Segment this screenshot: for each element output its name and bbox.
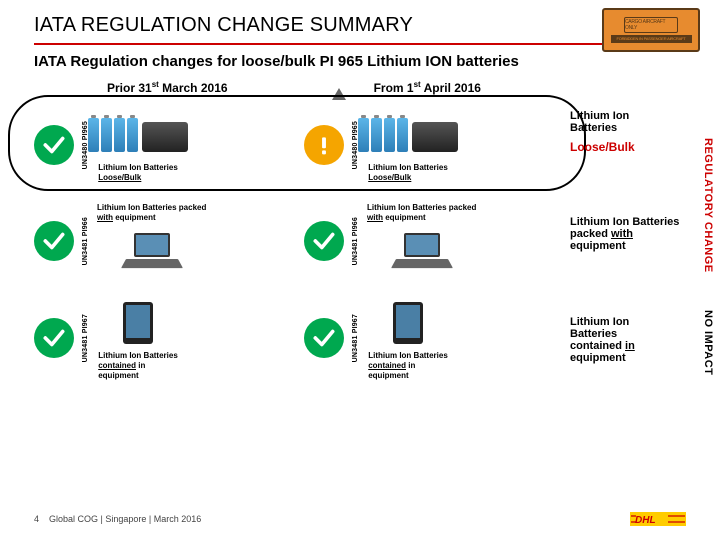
un-code: UN3481 PI966 — [82, 217, 89, 265]
cell-1-from: UN3481 PI966 Lithium Ion Batteries packed… — [304, 199, 554, 283]
cell-2-from: UN3481 PI967 Lithium Ion Batteriescontain… — [304, 295, 554, 381]
caption: Lithium Ion BatteriesLoose/Bulk — [98, 163, 178, 183]
un-code: UN3481 PI967 — [82, 314, 89, 362]
footer: 4 Global COG | Singapore | March 2016 DH… — [34, 512, 686, 526]
r2-b: packed with — [570, 228, 700, 240]
caption: Lithium Ion Batteries packedwith equipme… — [97, 203, 206, 223]
comparison-chart: Prior 31st March 2016 From 1st April 201… — [34, 80, 554, 381]
page-number: 4 — [34, 514, 39, 524]
cell-2-prior: UN3481 PI967 Lithium Ion Batteriescontain… — [34, 295, 284, 381]
dhl-logo: DHL — [630, 512, 686, 526]
col-prior: Prior 31st March 2016 — [107, 80, 228, 95]
title-rule — [34, 43, 686, 45]
caption: Lithium Ion Batteriescontained inequipme… — [98, 351, 178, 381]
caption: Lithium Ion Batteriescontained inequipme… — [368, 351, 448, 381]
subtitle: IATA Regulation changes for loose/bulk P… — [34, 53, 686, 70]
r3-d: equipment — [570, 352, 700, 364]
r1-c: Loose/Bulk — [570, 140, 700, 154]
r3-b: Batteries — [570, 328, 700, 340]
stamp-bottom: FORBIDDEN IN PASSENGER AIRCRAFT — [611, 35, 692, 43]
r3-c: contained in — [570, 340, 700, 352]
svg-text:DHL: DHL — [635, 515, 656, 526]
page-title: IATA REGULATION CHANGE SUMMARY — [34, 14, 686, 37]
stamp-top: CARGO AIRCRAFT ONLY — [624, 17, 678, 33]
side-regulatory-change: REGULATORY CHANGE — [702, 138, 714, 273]
r1-b: Batteries — [570, 122, 700, 134]
un-code: UN3481 PI966 — [352, 217, 359, 265]
caption: Lithium Ion Batteries packedwith equipme… — [367, 203, 476, 223]
r2-a: Lithium Ion Batteries — [570, 216, 700, 228]
cell-0-prior: UN3480 PI965Lithium Ion BatteriesLoose/B… — [34, 103, 284, 187]
r2-c: equipment — [570, 240, 700, 252]
side-no-impact: NO IMPACT — [702, 310, 714, 375]
col-from: From 1st April 2016 — [374, 80, 481, 95]
cell-0-from: UN3480 PI965Lithium Ion BatteriesLoose/B… — [304, 103, 554, 187]
r1-a: Lithium Ion — [570, 110, 700, 122]
caption: Lithium Ion BatteriesLoose/Bulk — [368, 163, 448, 183]
r3-a: Lithium Ion — [570, 316, 700, 328]
footer-text: Global COG | Singapore | March 2016 — [49, 514, 201, 524]
cargo-aircraft-stamp: CARGO AIRCRAFT ONLY FORBIDDEN IN PASSENG… — [602, 8, 700, 52]
un-code: UN3481 PI967 — [352, 314, 359, 362]
cell-1-prior: UN3481 PI966 Lithium Ion Batteries packed… — [34, 199, 284, 283]
